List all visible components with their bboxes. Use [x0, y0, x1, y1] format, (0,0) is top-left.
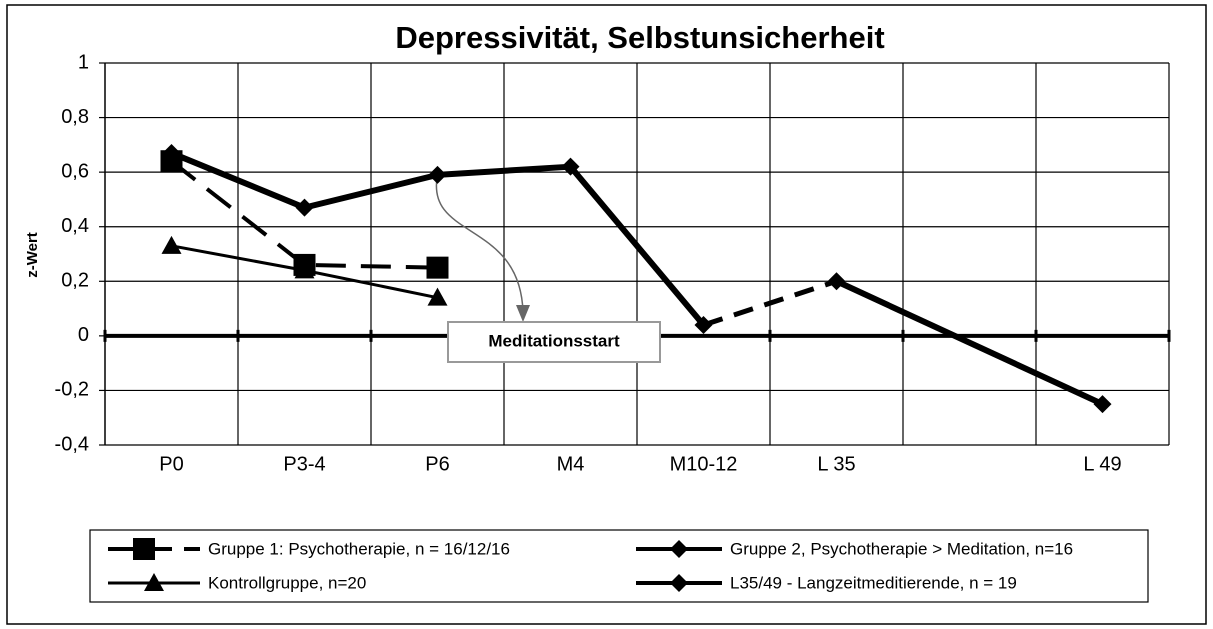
x-tick-label: P6 [425, 453, 449, 475]
legend-marker [144, 573, 164, 591]
series-line [835, 278, 1104, 407]
data-point [827, 272, 846, 291]
y-axis-label: z-Wert [24, 232, 41, 278]
x-tick-label: M4 [557, 453, 585, 475]
y-tick-label: 0,2 [61, 270, 89, 292]
legend-label: Gruppe 2, Psychotherapie > Meditation, n… [730, 539, 1073, 558]
legend-marker [133, 538, 155, 560]
data-point [162, 144, 181, 163]
legend-label: Gruppe 1: Psychotherapie, n = 16/12/16 [208, 539, 510, 558]
y-tick-label: 0 [78, 324, 89, 346]
y-tick-label: -0,4 [55, 433, 89, 455]
chart-frame [6, 4, 1207, 625]
data-point [426, 256, 449, 279]
data-point [694, 315, 713, 334]
y-tick-label: 0,6 [61, 160, 89, 182]
y-tick-label: 0,8 [61, 106, 89, 128]
legend-label: Kontrollgruppe, n=20 [208, 573, 366, 592]
x-tick-label: L 49 [1083, 453, 1121, 475]
y-tick-label: -0,2 [55, 379, 89, 401]
legend-box [89, 529, 1149, 603]
legend-marker [670, 540, 688, 558]
annotation: Meditationsstart [488, 331, 620, 350]
annotation-arrow [435, 174, 524, 313]
connector-line [702, 278, 838, 328]
data-point [561, 157, 580, 176]
annotation-arrowhead [516, 305, 530, 322]
data-point [295, 198, 314, 217]
data-point [294, 260, 315, 279]
legend-marker [670, 574, 688, 592]
x-tick-label: P0 [159, 453, 183, 475]
data-point [161, 235, 182, 254]
x-tick-label: L 35 [817, 453, 855, 475]
chart-title: Depressivität, Selbstunsicherheit [395, 20, 884, 55]
annotation-box [447, 321, 661, 363]
x-tick-label: M10-12 [670, 453, 738, 475]
data-point [427, 287, 448, 306]
x-tick-label: P3-4 [283, 453, 325, 475]
series-line [170, 159, 438, 270]
legend-label: L35/49 - Langzeitmeditierende, n = 19 [730, 573, 1017, 592]
data-point [428, 165, 447, 184]
data-point [1093, 395, 1112, 414]
y-tick-label: 1 [78, 51, 89, 73]
y-tick-label: 0,4 [61, 215, 89, 237]
